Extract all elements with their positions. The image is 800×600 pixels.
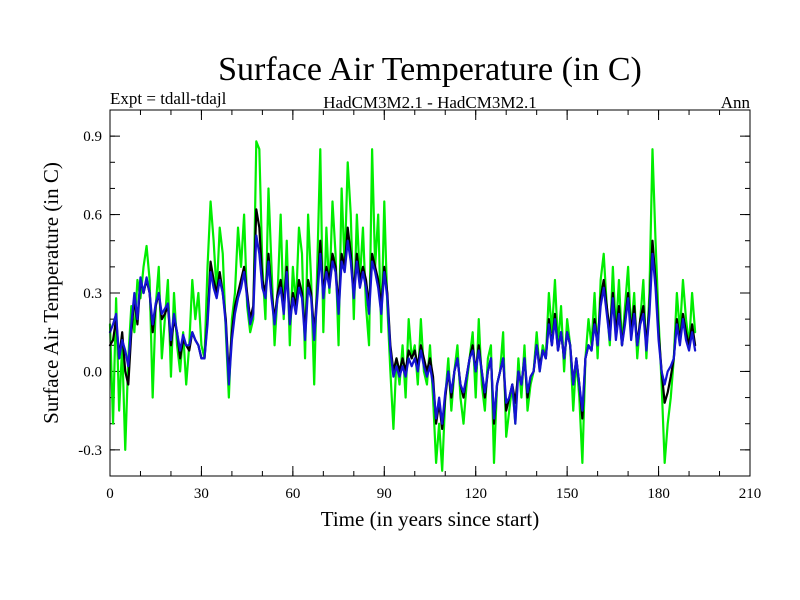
y-tick-label: 0.6 [83, 208, 102, 224]
model-comparison-label: HadCM3M2.1 - HadCM3M2.1 [323, 93, 536, 112]
experiment-label: Expt = tdall-tdajl [110, 89, 227, 108]
series-line-blue [108, 234, 697, 425]
x-tick-label: 0 [106, 486, 114, 502]
x-tick-label: 90 [377, 486, 392, 502]
x-tick-label: 60 [285, 486, 300, 502]
x-tick-label: 180 [647, 486, 670, 502]
period-label: Ann [721, 93, 751, 112]
chart-title: Surface Air Temperature (in C) [218, 51, 642, 88]
tick-labels: 0 30 60 90 120 150 180 210 -0.3 0.0 0.3 0.6 0.9 [78, 129, 761, 502]
y-tick-label: -0.3 [78, 443, 102, 459]
x-tick-label: 30 [194, 486, 209, 502]
y-tick-label: 0.3 [83, 286, 102, 302]
y-axis-label: Surface Air Temperature (in C) [39, 162, 63, 424]
series-lines [108, 140, 697, 472]
series-line-green [108, 140, 697, 472]
x-axis-label: Time (in years since start) [321, 507, 540, 531]
y-tick-label: 0.0 [83, 364, 102, 380]
x-tick-label: 210 [739, 486, 762, 502]
x-tick-label: 150 [556, 486, 579, 502]
plot-frame [109, 109, 751, 477]
x-tick-label: 120 [464, 486, 487, 502]
y-tick-label: 0.9 [83, 129, 102, 145]
